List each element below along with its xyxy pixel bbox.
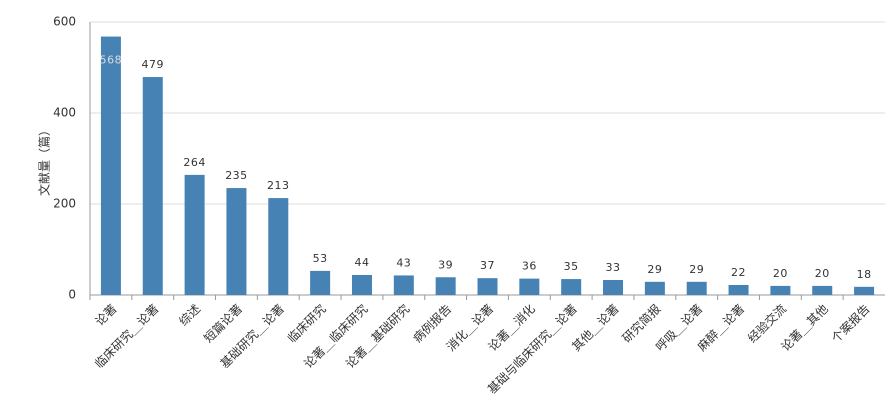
x-tick-label: 个案报告 bbox=[828, 301, 873, 346]
bar bbox=[519, 278, 540, 295]
y-tick-label: 400 bbox=[53, 106, 76, 120]
bar bbox=[561, 279, 582, 295]
y-axis-label: 文献量（篇） bbox=[37, 124, 52, 196]
bar bbox=[435, 277, 456, 295]
bar bbox=[184, 174, 205, 295]
value-label: 18 bbox=[857, 268, 872, 281]
value-label: 43 bbox=[396, 256, 411, 269]
bar bbox=[854, 286, 875, 295]
bar bbox=[142, 77, 163, 296]
value-label: 44 bbox=[354, 256, 369, 269]
bar bbox=[351, 274, 372, 295]
bar bbox=[812, 285, 833, 295]
x-tick-label: 病例报告 bbox=[410, 301, 455, 346]
bar bbox=[644, 281, 665, 295]
value-label: 213 bbox=[267, 179, 290, 192]
value-label: 36 bbox=[522, 260, 537, 273]
x-tick-label: 短篇论著 bbox=[200, 301, 245, 346]
bar bbox=[268, 198, 289, 295]
bar bbox=[477, 278, 498, 295]
bar bbox=[393, 275, 414, 295]
bar bbox=[310, 270, 331, 295]
y-tick-label: 200 bbox=[53, 197, 76, 211]
value-label: 29 bbox=[689, 263, 704, 276]
bar bbox=[686, 281, 707, 295]
x-tick-label: 综述 bbox=[176, 302, 203, 329]
x-tick-label: 临床研究 bbox=[284, 301, 329, 346]
x-tick-label: 研究简报 bbox=[619, 301, 664, 346]
value-label: 479 bbox=[142, 58, 165, 71]
value-label: 235 bbox=[225, 169, 248, 182]
value-label: 568 bbox=[100, 54, 123, 67]
value-label: 20 bbox=[773, 267, 788, 280]
bar bbox=[728, 284, 749, 295]
value-label: 35 bbox=[564, 260, 579, 273]
value-label: 264 bbox=[183, 156, 206, 169]
value-label: 20 bbox=[815, 267, 830, 280]
value-label: 53 bbox=[313, 252, 328, 265]
bar bbox=[100, 36, 121, 296]
y-tick-label: 0 bbox=[68, 288, 76, 302]
y-tick-label: 600 bbox=[53, 15, 76, 29]
value-label: 33 bbox=[606, 261, 621, 274]
value-label: 22 bbox=[731, 266, 746, 279]
value-label: 39 bbox=[438, 258, 453, 271]
value-label: 29 bbox=[647, 263, 662, 276]
bar bbox=[770, 285, 791, 295]
bar bbox=[226, 188, 247, 295]
x-tick-label: 经验交流 bbox=[744, 301, 789, 346]
value-label: 37 bbox=[480, 259, 495, 272]
bar bbox=[603, 279, 624, 295]
x-tick-label: 论著 bbox=[93, 302, 120, 329]
